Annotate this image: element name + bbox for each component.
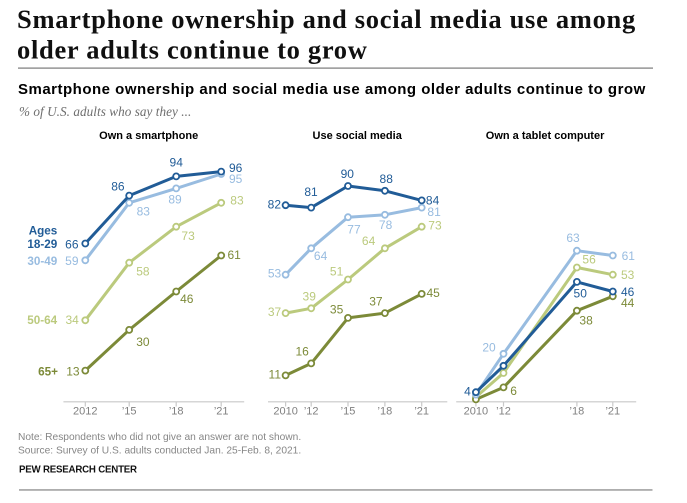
svg-text:30-49: 30-49 (27, 255, 57, 268)
svg-text:4: 4 (464, 384, 471, 398)
svg-text:Smartphone ownership and socia: Smartphone ownership and social media us… (17, 4, 636, 34)
svg-text:64: 64 (314, 249, 328, 263)
svg-text:30: 30 (136, 335, 150, 349)
svg-text:78: 78 (379, 218, 393, 232)
svg-text:81: 81 (427, 205, 441, 219)
svg-text:50-64: 50-64 (27, 314, 57, 327)
svg-text:64: 64 (362, 234, 376, 248)
svg-text:58: 58 (136, 265, 150, 279)
svg-text:38: 38 (579, 314, 593, 328)
svg-text:84: 84 (426, 193, 440, 207)
svg-text:95: 95 (229, 172, 243, 186)
svg-text:65+: 65+ (38, 365, 58, 378)
svg-text:’18: ’18 (378, 405, 393, 417)
svg-text:’15: ’15 (122, 405, 137, 417)
svg-text:53: 53 (621, 268, 635, 282)
svg-text:Own a smartphone: Own a smartphone (99, 130, 198, 142)
svg-text:89: 89 (168, 192, 182, 206)
svg-text:77: 77 (347, 223, 361, 237)
svg-text:Source: Survey of U.S. adults: Source: Survey of U.S. adults conducted … (18, 446, 301, 457)
svg-text:11: 11 (269, 367, 282, 381)
svg-text:66: 66 (65, 237, 79, 251)
svg-text:46: 46 (180, 292, 194, 306)
svg-text:45: 45 (427, 286, 441, 300)
svg-text:Own a tablet computer: Own a tablet computer (486, 130, 605, 142)
svg-text:Use social media: Use social media (313, 130, 403, 142)
svg-text:2010: 2010 (464, 405, 488, 417)
svg-text:96: 96 (229, 161, 243, 175)
svg-text:94: 94 (170, 155, 184, 169)
svg-text:older adults continue to grow: older adults continue to grow (17, 34, 368, 64)
svg-text:’21: ’21 (414, 405, 429, 417)
svg-text:46: 46 (621, 285, 635, 299)
svg-text:37: 37 (369, 295, 383, 309)
svg-text:37: 37 (268, 305, 282, 319)
svg-text:2012: 2012 (73, 405, 97, 417)
svg-text:73: 73 (428, 219, 442, 233)
svg-text:’15: ’15 (341, 405, 356, 417)
svg-text:’21: ’21 (214, 405, 229, 417)
svg-text:6: 6 (510, 384, 517, 398)
svg-text:82: 82 (268, 198, 282, 212)
svg-text:’21: ’21 (605, 405, 620, 417)
svg-text:86: 86 (111, 179, 125, 193)
svg-text:’12: ’12 (304, 405, 319, 417)
svg-text:50: 50 (574, 287, 588, 301)
svg-text:83: 83 (230, 194, 244, 208)
svg-text:18-29: 18-29 (27, 238, 57, 251)
svg-text:88: 88 (380, 172, 394, 186)
svg-text:’12: ’12 (496, 405, 511, 417)
svg-text:’18: ’18 (570, 405, 585, 417)
svg-text:PEW RESEARCH CENTER: PEW RESEARCH CENTER (19, 465, 137, 476)
svg-text:51: 51 (330, 265, 344, 279)
svg-text:39: 39 (303, 289, 317, 303)
svg-text:61: 61 (622, 249, 636, 263)
svg-text:34: 34 (65, 313, 79, 327)
svg-text:13: 13 (66, 364, 80, 378)
svg-text:90: 90 (341, 167, 355, 181)
svg-text:63: 63 (566, 231, 580, 245)
svg-text:Ages: Ages (29, 225, 58, 238)
svg-text:61: 61 (228, 248, 242, 262)
svg-text:Note: Respondents who did not: Note: Respondents who did not give an an… (18, 432, 301, 443)
svg-text:83: 83 (137, 204, 151, 218)
svg-text:16: 16 (296, 345, 310, 359)
svg-text:Smartphone ownership and socia: Smartphone ownership and social media us… (18, 81, 646, 98)
svg-text:56: 56 (582, 253, 596, 267)
svg-text:53: 53 (268, 267, 282, 281)
svg-text:81: 81 (304, 185, 318, 199)
svg-text:44: 44 (621, 296, 635, 310)
svg-text:% of U.S. adults who say they: % of U.S. adults who say they ... (19, 104, 191, 119)
svg-text:2010: 2010 (273, 405, 297, 417)
svg-text:20: 20 (482, 341, 496, 355)
svg-text:59: 59 (65, 254, 79, 268)
svg-text:’18: ’18 (169, 405, 184, 417)
svg-text:35: 35 (330, 303, 344, 317)
svg-text:73: 73 (181, 229, 195, 243)
